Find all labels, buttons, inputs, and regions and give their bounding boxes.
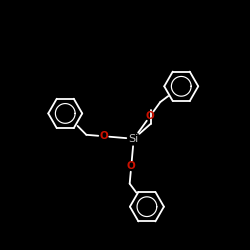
Text: O: O (100, 131, 108, 141)
Text: O: O (127, 161, 136, 171)
Text: Si: Si (128, 134, 139, 144)
Text: O: O (146, 111, 154, 121)
